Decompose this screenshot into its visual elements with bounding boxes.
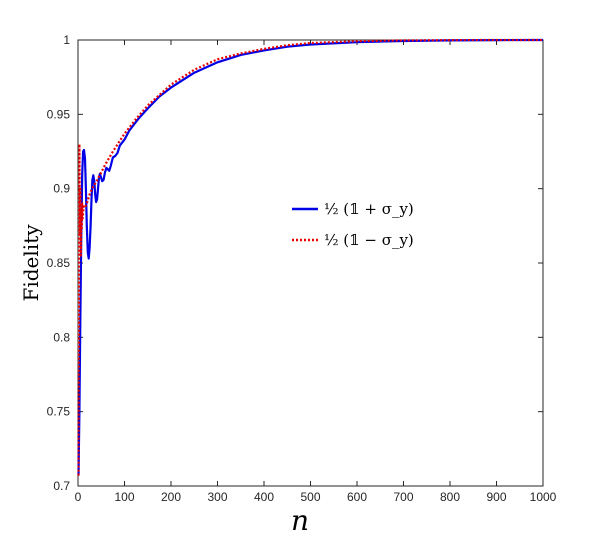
y-tick-label: 1 [63,33,70,47]
y-tick-label: 0.9 [53,182,70,196]
y-axis-title: Fidelity [19,224,43,302]
y-tick-label: 0.75 [47,405,71,419]
x-tick-label: 100 [114,490,134,504]
x-tick-label: 500 [300,490,320,504]
legend-label-series-1: ½ (𝟙 − σ_y) [324,231,414,249]
series-layer [77,38,544,476]
x-tick-label: 200 [161,490,181,504]
x-tick-label: 300 [207,490,227,504]
y-tick-label: 0.8 [53,330,70,344]
x-axis-title: n [291,504,309,537]
x-tick-label: 1000 [530,490,557,504]
x-tick-label: 800 [440,490,460,504]
series-line-0 [77,38,544,476]
y-tick-label: 0.85 [47,256,71,270]
x-tick-label: 700 [393,490,413,504]
plot-area [77,39,544,487]
x-tick-label: 0 [75,490,82,504]
series-line-1 [77,38,543,476]
x-tick-label: 600 [347,490,367,504]
legend-label-series-0: ½ (𝟙 + σ_y) [324,200,414,218]
x-tick-label: 900 [486,490,506,504]
tick-marks [77,39,544,487]
y-tick-label: 0.7 [53,479,70,493]
legend: ½ (𝟙 + σ_y) ½ (𝟙 − σ_y) [292,200,414,249]
x-tick-label: 400 [254,490,274,504]
y-tick-label: 0.95 [47,107,71,121]
